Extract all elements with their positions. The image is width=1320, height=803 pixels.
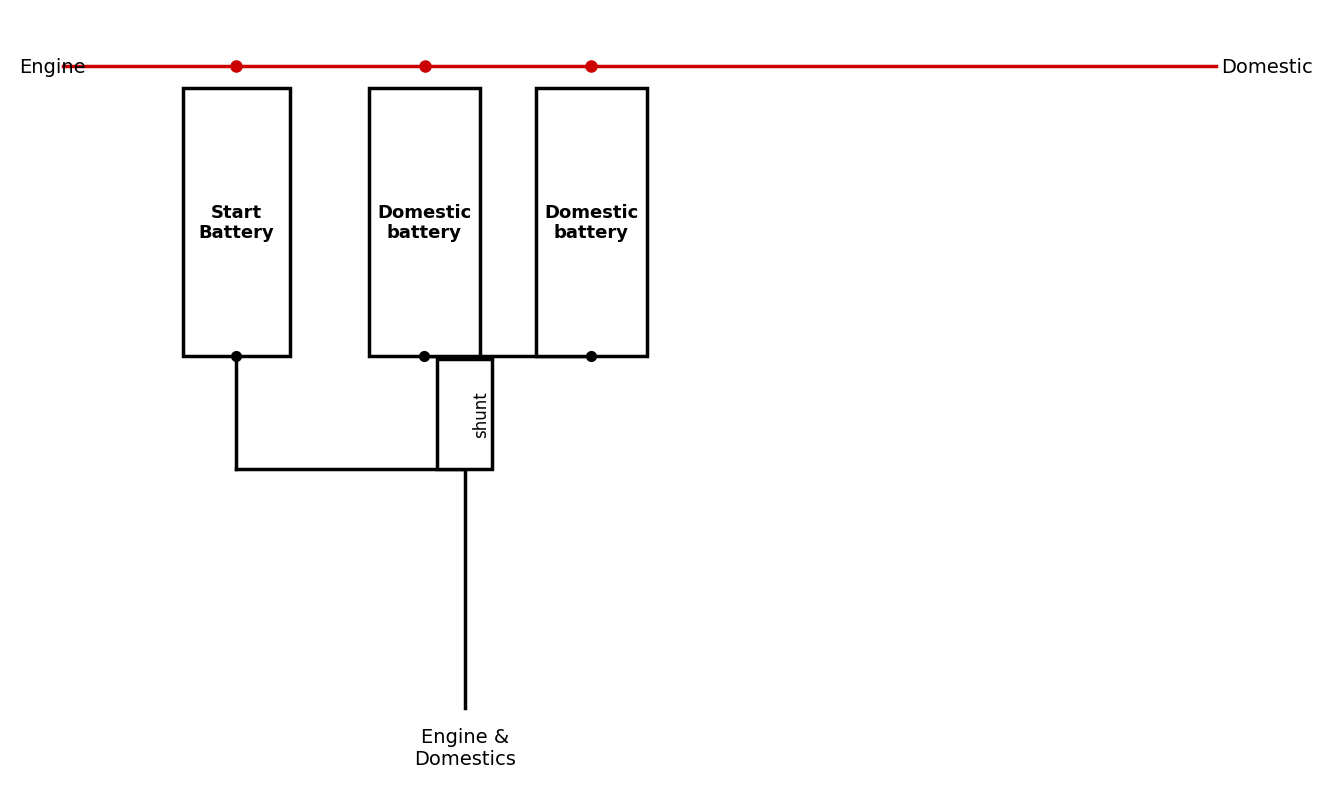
Bar	[183, 89, 289, 357]
Bar	[368, 89, 479, 357]
Text: Domestic
battery: Domestic battery	[544, 203, 639, 242]
Text: Engine: Engine	[20, 58, 86, 76]
Text: Engine &
Domestics: Engine & Domestics	[414, 728, 516, 768]
Text: Start
Battery: Start Battery	[198, 203, 275, 242]
Text: Domestic
battery: Domestic battery	[378, 203, 471, 242]
Bar	[536, 89, 647, 357]
Text: shunt: shunt	[473, 391, 490, 438]
Text: Domestic: Domestic	[1221, 58, 1312, 76]
Bar	[437, 359, 492, 469]
